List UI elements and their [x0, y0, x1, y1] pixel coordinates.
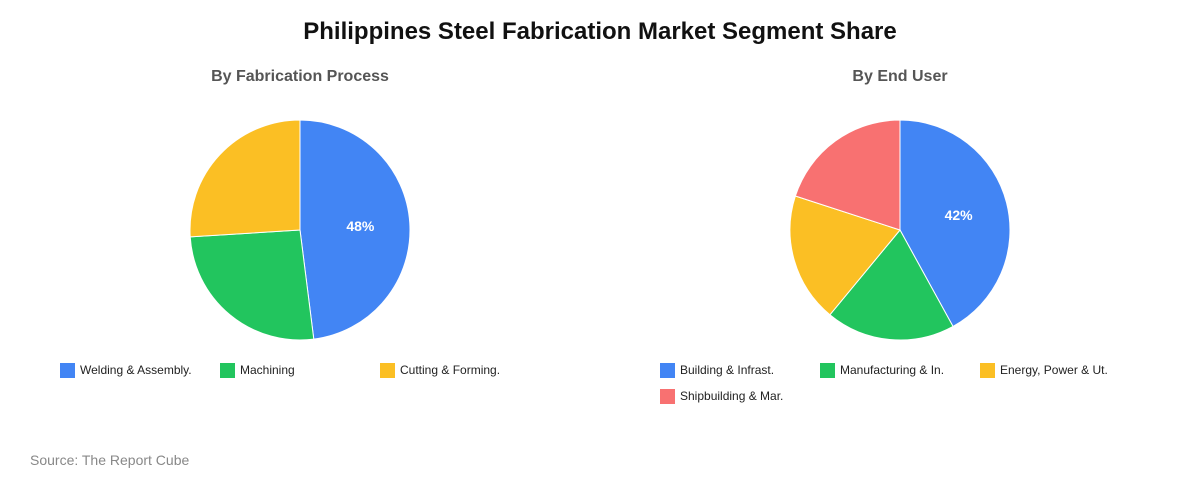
legend-label: Welding & Assembly. — [80, 363, 192, 377]
legend-item: Welding & Assembly. — [60, 362, 192, 378]
pie-slice — [899, 119, 1011, 328]
source-note: Source: The Report Cube — [30, 452, 190, 468]
chart-title: Philippines Steel Fabrication Market Seg… — [303, 18, 897, 45]
legend-swatch — [980, 362, 995, 378]
pie-slice — [299, 119, 411, 340]
end-user-title: By End User — [852, 68, 948, 85]
pie-slice — [829, 229, 954, 341]
fabrication-process-title: By Fabrication Process — [211, 68, 389, 85]
legend-item: Cutting & Forming. — [380, 362, 500, 378]
legend-item: Machining — [220, 362, 295, 378]
fabrication-process-chart: By Fabrication Process 48% Welding & Ass… — [60, 68, 500, 378]
legend-label: Manufacturing & In. — [840, 363, 945, 377]
fabrication-process-pie: 48% — [189, 119, 411, 341]
legend-swatch — [220, 362, 235, 378]
pie-slice — [794, 119, 901, 231]
legend-swatch — [60, 362, 75, 378]
legend-item: Shipbuilding & Mar. — [660, 388, 783, 404]
legend-item: Building & Infrast. — [660, 362, 774, 378]
legend-label: Cutting & Forming. — [400, 363, 501, 377]
pie-slice — [189, 119, 301, 238]
pie-slice — [789, 195, 901, 316]
legend-swatch — [820, 362, 835, 378]
pie-slice — [189, 229, 315, 341]
legend-swatch — [380, 362, 395, 378]
pie-data-label: 48% — [346, 218, 375, 234]
legend-label: Shipbuilding & Mar. — [680, 389, 784, 403]
end-user-chart: By End User 42% Building & Infrast. Manuf… — [600, 0, 1200, 480]
legend-swatch — [660, 388, 675, 404]
legend-item: Energy, Power & Ut. — [980, 362, 1108, 378]
end-user-pie: 42% — [789, 119, 1011, 341]
legend-swatch — [660, 362, 675, 378]
legend-item: Manufacturing & In. — [820, 362, 944, 378]
legend-label: Machining — [240, 363, 295, 377]
legend-label: Building & Infrast. — [680, 363, 775, 377]
pie-data-label: 42% — [945, 207, 974, 223]
legend-label: Energy, Power & Ut. — [1000, 363, 1108, 377]
